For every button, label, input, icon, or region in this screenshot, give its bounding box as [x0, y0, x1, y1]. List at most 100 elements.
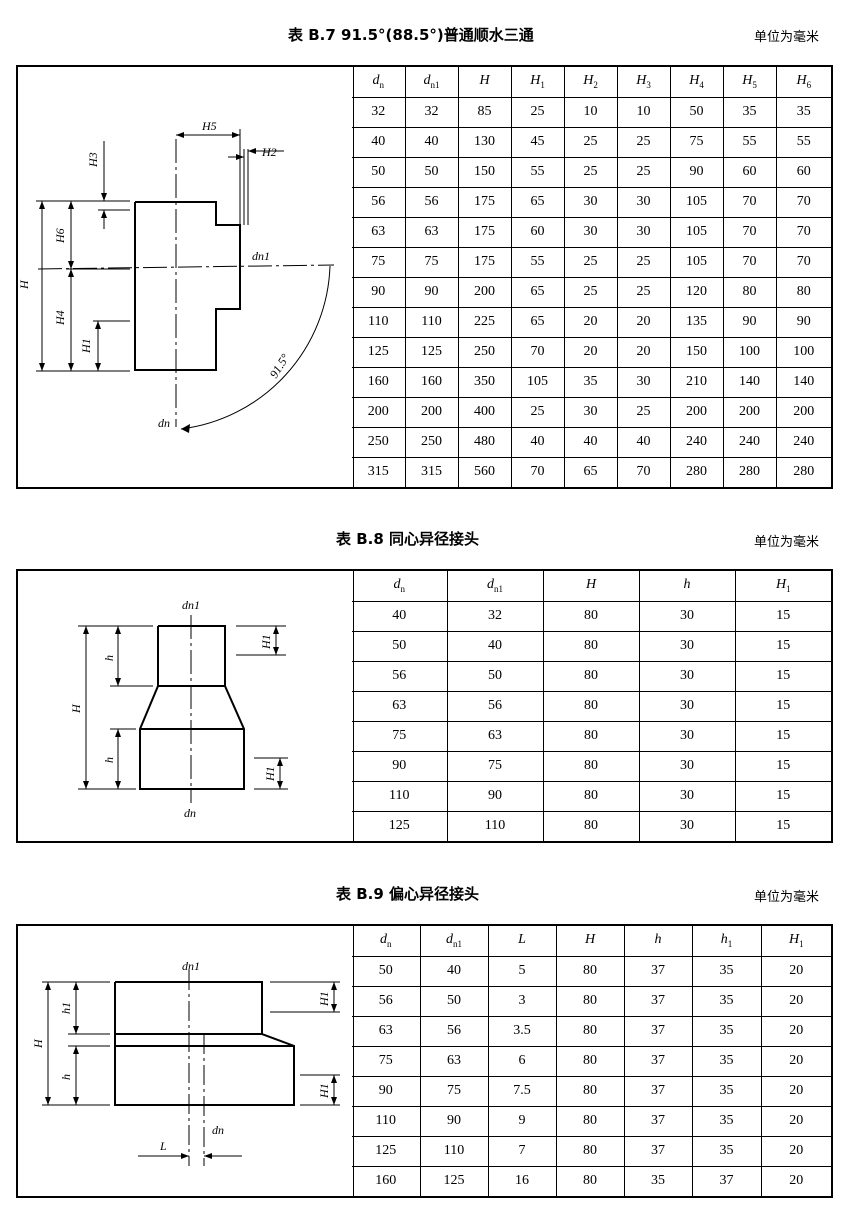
table-cell: 240: [669, 426, 724, 458]
table-cell: 80: [775, 276, 831, 308]
table-cell: 80: [555, 1015, 625, 1047]
table-cell: 75: [404, 246, 459, 278]
table-row: 200 200 400 25 30 25 200 200 200: [352, 396, 831, 428]
table-cell: 50: [352, 156, 406, 188]
table-cell: 35: [691, 1045, 762, 1077]
table-cell: 20: [760, 1105, 831, 1137]
b7-header-cell: dn: [352, 67, 406, 98]
table-cell: 40: [616, 426, 671, 458]
table-cell: 110: [352, 1105, 421, 1137]
table-cell: 20: [760, 1045, 831, 1077]
table-cell: 125: [404, 336, 459, 368]
table-cell: 45: [510, 126, 565, 158]
table-row: 125 125 250 70 20 20 150 100 100: [352, 336, 831, 368]
table-cell: 80: [555, 1045, 625, 1077]
b7-label-H2: H2: [261, 145, 277, 159]
table-cell: 80: [555, 955, 625, 987]
table-cell: 35: [691, 1135, 762, 1167]
b9-label-L: L: [159, 1139, 167, 1153]
table-row: 250 250 480 40 40 40 240 240 240: [352, 426, 831, 458]
table-cell: 210: [669, 366, 724, 398]
b9-header-cell: dn1: [419, 926, 489, 957]
table-cell: 35: [691, 1075, 762, 1107]
b9-label-H1-top: H1: [317, 991, 331, 1007]
table-cell: 40: [510, 426, 565, 458]
table-row: 110 90 9 80 37 35 20: [352, 1105, 831, 1137]
b7-header-cell: H1: [510, 67, 565, 98]
b9-label-h1: h1: [59, 1002, 73, 1014]
table-cell: 63: [352, 1015, 421, 1047]
table-cell: 35: [691, 955, 762, 987]
table-cell: 350: [457, 366, 512, 398]
table-cell: 20: [760, 1135, 831, 1167]
table-cell: 30: [638, 690, 736, 722]
b7-label-H4: H4: [53, 310, 67, 326]
b8-header-cell: h: [638, 571, 736, 602]
table-cell: 37: [623, 1045, 693, 1077]
table-cell: 6: [487, 1045, 557, 1077]
table-cell: 25: [510, 396, 565, 428]
table-cell: 56: [404, 186, 459, 218]
table-cell: 60: [722, 156, 777, 188]
table-cell: 75: [352, 720, 448, 752]
table-cell: 90: [775, 306, 831, 338]
table-cell: 90: [352, 1075, 421, 1107]
table-row: 90 90 200 65 25 25 120 80 80: [352, 276, 831, 308]
table-cell: 80: [722, 276, 777, 308]
table-cell: 250: [352, 426, 406, 458]
table-cell: 30: [638, 750, 736, 782]
table-cell: 25: [563, 126, 618, 158]
table-cell: 50: [446, 660, 544, 692]
table-cell: 55: [722, 126, 777, 158]
table-cell: 20: [616, 306, 671, 338]
table-cell: 125: [352, 336, 406, 368]
table-cell: 30: [638, 810, 736, 841]
table-cell: 30: [638, 780, 736, 812]
table-cell: 400: [457, 396, 512, 428]
b9-header-cell: h1: [691, 926, 762, 957]
b9-label-H1-bottom: H1: [317, 1083, 331, 1099]
table-cell: 75: [352, 246, 406, 278]
b7-header-cell: H6: [775, 67, 831, 98]
b9-header-cell: H: [555, 926, 625, 957]
table-cell: 80: [555, 985, 625, 1017]
table-cell: 25: [563, 156, 618, 188]
b7-label-dn: dn: [158, 416, 170, 430]
table-b7-frame: H H6 H4 H1 H3 H5 H2 dn1 91.5° dn dn dn1 H H…: [16, 65, 833, 489]
table-cell: 70: [722, 246, 777, 278]
table-cell: 280: [775, 456, 831, 487]
table-row: 50 40 80 30 15: [352, 630, 831, 662]
table-cell: 30: [638, 720, 736, 752]
table-cell: 150: [669, 336, 724, 368]
table-cell: 40: [563, 426, 618, 458]
table-b8-title: 表 B.8 同心异径接头: [336, 530, 480, 548]
table-cell: 75: [669, 126, 724, 158]
table-cell: 80: [542, 690, 640, 722]
table-cell: 90: [722, 306, 777, 338]
table-cell: 70: [510, 456, 565, 487]
table-row: 50 40 5 80 37 35 20: [352, 955, 831, 987]
table-cell: 15: [734, 660, 831, 692]
table-cell: 80: [555, 1105, 625, 1137]
table-cell: 40: [446, 630, 544, 662]
table-cell: 250: [457, 336, 512, 368]
b7-label-H: H: [18, 279, 31, 290]
table-cell: 100: [722, 336, 777, 368]
table-cell: 20: [760, 1015, 831, 1047]
table-cell: 110: [404, 306, 459, 338]
b9-header-cell: H1: [760, 926, 831, 957]
table-cell: 80: [542, 750, 640, 782]
table-cell: 200: [722, 396, 777, 428]
table-row: 315 315 560 70 65 70 280 280 280: [352, 456, 831, 487]
table-cell: 60: [510, 216, 565, 248]
table-cell: 315: [352, 456, 406, 487]
table-cell: 125: [352, 810, 448, 841]
b7-header-cell: H3: [616, 67, 671, 98]
table-cell: 20: [760, 1075, 831, 1107]
table-cell: 70: [510, 336, 565, 368]
table-cell: 37: [623, 955, 693, 987]
b7-label-H3: H3: [86, 152, 100, 168]
table-cell: 80: [542, 810, 640, 841]
